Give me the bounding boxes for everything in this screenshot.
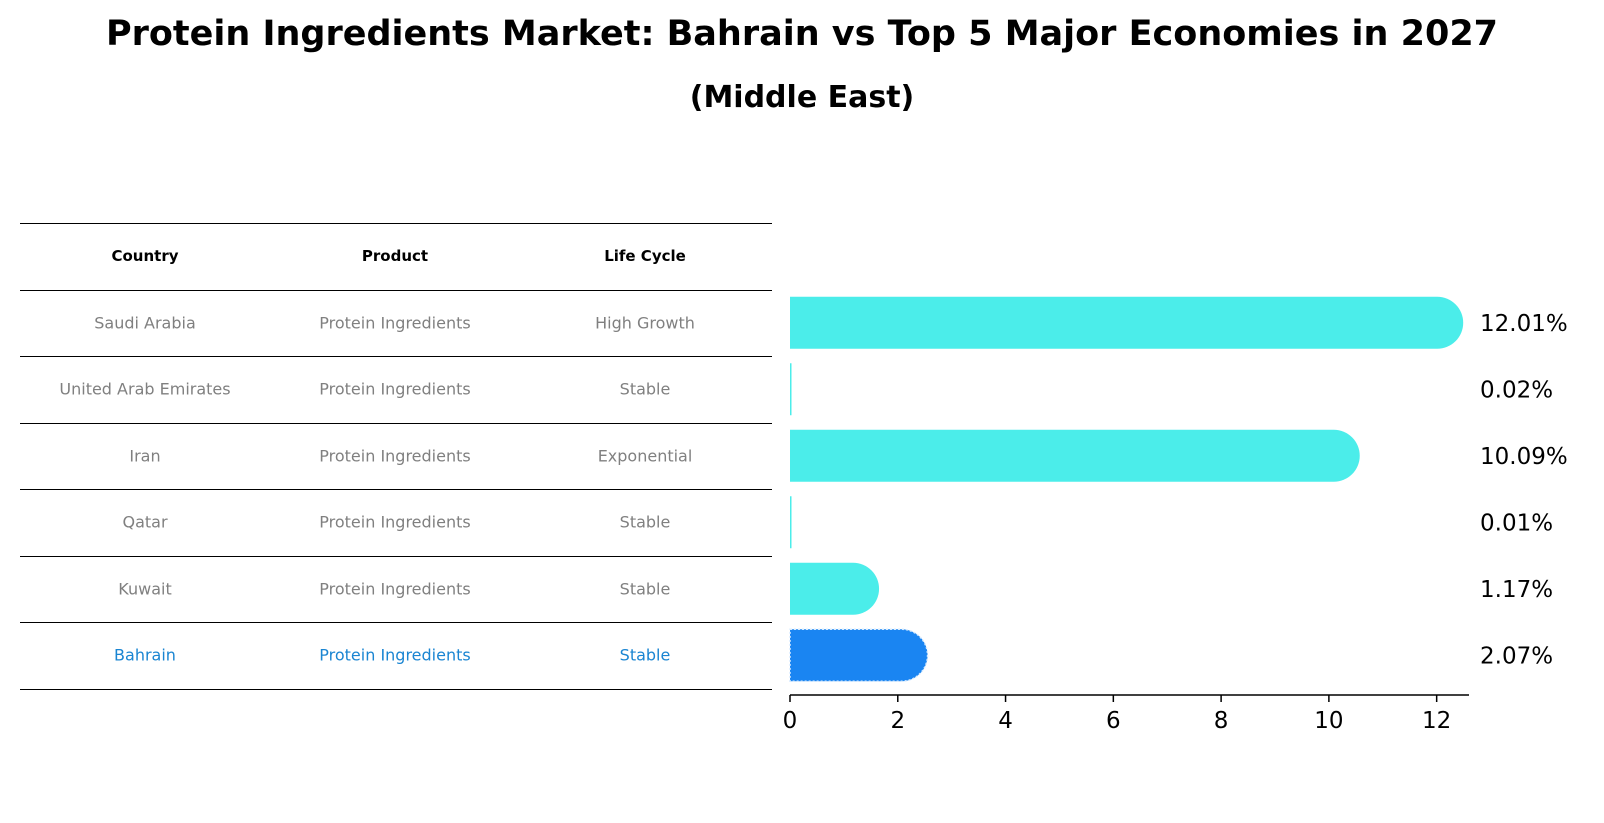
bar	[790, 562, 880, 615]
bar	[789, 628, 929, 682]
table-rule	[20, 555, 772, 557]
cell-life-cycle: Exponential	[597, 446, 693, 466]
data-label: 12.01%	[1480, 311, 1568, 337]
cell-product: Protein Ingredients	[319, 512, 471, 532]
cell-product: Protein Ingredients	[319, 579, 471, 599]
cell-country: Qatar	[122, 512, 168, 532]
bar	[790, 296, 1464, 349]
table-rule	[20, 622, 772, 623]
x-tick-label: 10	[1314, 708, 1343, 734]
data-label: 0.01%	[1480, 510, 1553, 536]
chart-title: Protein Ingredients Market: Bahrain vs T…	[105, 14, 1499, 54]
table-rule	[20, 356, 772, 357]
cell-life-cycle: Stable	[619, 579, 671, 599]
cell-product: Protein Ingredients	[319, 379, 471, 399]
table-rule	[20, 688, 772, 690]
table-rule	[20, 489, 772, 490]
data-label: 0.02%	[1480, 377, 1553, 403]
data-label: 1.17%	[1480, 577, 1553, 603]
cell-product: Protein Ingredients	[319, 313, 471, 333]
table-rule	[20, 422, 772, 424]
bar	[790, 429, 1360, 482]
x-tick-label: 12	[1422, 708, 1451, 734]
cell-product: Protein Ingredients	[319, 446, 471, 466]
cell-country: United Arab Emirates	[59, 379, 231, 399]
data-label: 2.07%	[1480, 643, 1553, 669]
cell-life-cycle: Stable	[619, 645, 671, 665]
table-rule	[20, 223, 772, 224]
bar	[790, 363, 792, 416]
x-tick-label: 6	[1106, 708, 1121, 734]
cell-country: Bahrain	[114, 645, 176, 665]
chart-subtitle: (Middle East)	[689, 80, 915, 115]
header-life-cycle: Life Cycle	[604, 247, 686, 266]
bar	[790, 496, 792, 549]
cell-life-cycle: Stable	[619, 379, 671, 399]
cell-country: Iran	[129, 446, 161, 466]
x-tick-label: 8	[1214, 708, 1229, 734]
x-tick-label: 2	[890, 708, 905, 734]
table-rule	[20, 289, 772, 291]
header-country: Country	[111, 247, 179, 266]
cell-country: Saudi Arabia	[94, 313, 196, 333]
cell-life-cycle: High Growth	[595, 313, 695, 333]
data-label: 10.09%	[1480, 444, 1568, 470]
header-product: Product	[361, 247, 429, 266]
cell-country: Kuwait	[118, 579, 172, 599]
cell-product: Protein Ingredients	[319, 645, 471, 665]
cell-life-cycle: Stable	[619, 512, 671, 532]
x-tick-label: 4	[998, 708, 1013, 734]
x-tick-label: 0	[783, 708, 798, 734]
